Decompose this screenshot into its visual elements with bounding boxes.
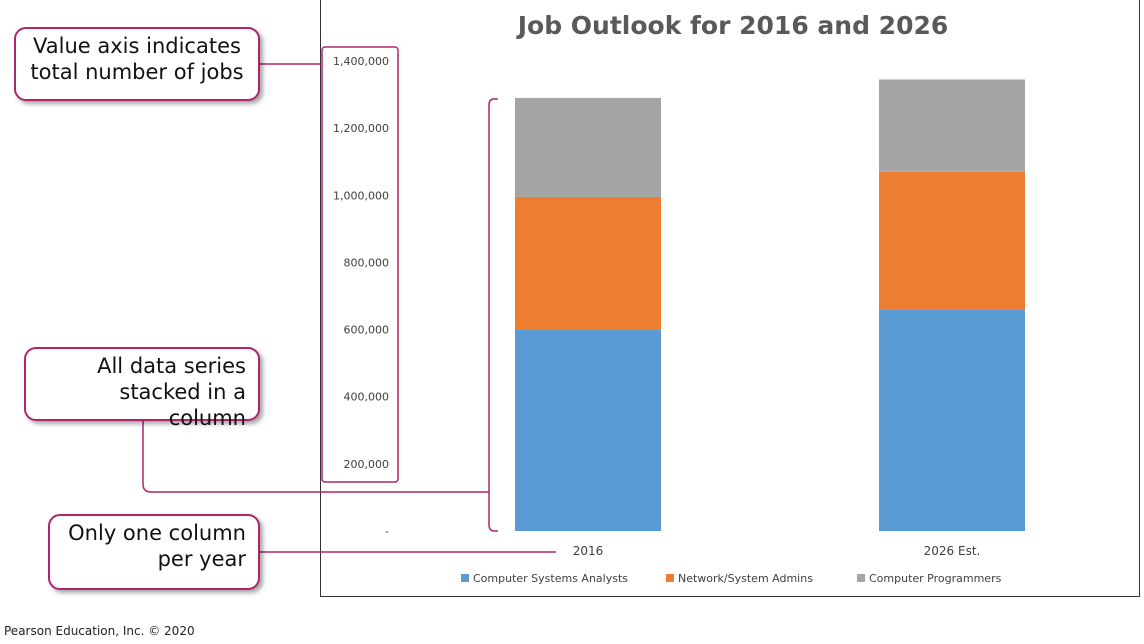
y-tick-label: 1,400,000 — [333, 55, 389, 68]
x-tick-label: 2016 — [573, 544, 604, 558]
chart-frame: Job Outlook for 2016 and 2026 - 200,000 40… — [320, 0, 1140, 597]
legend-label: Computer Programmers — [869, 572, 1002, 585]
stacked-column-chart: Job Outlook for 2016 and 2026 - 200,000 40… — [333, 11, 1025, 585]
bar-segment-network-system-admins — [515, 196, 661, 330]
bar-segment-computer-programmers — [515, 97, 661, 197]
chart-title: Job Outlook for 2016 and 2026 — [516, 11, 949, 40]
y-tick-label: - — [385, 525, 389, 538]
legend-item: Computer Systems Analysts — [461, 572, 628, 585]
legend-label: Computer Systems Analysts — [473, 572, 628, 585]
callout-one-column: Only one column per year — [48, 514, 260, 590]
callout-value-axis: Value axis indicates total number of job… — [14, 27, 260, 101]
y-tick-label: 400,000 — [344, 391, 390, 404]
legend-item: Network/System Admins — [666, 572, 813, 585]
y-tick-label: 800,000 — [344, 256, 390, 269]
bar-segment-computer-programmers — [879, 79, 1025, 172]
callout-one-column-text: Only one column per year — [68, 521, 246, 571]
legend-swatch — [461, 574, 469, 582]
legend-swatch — [857, 574, 865, 582]
bar-segment-network-system-admins — [879, 171, 1025, 310]
callout-stacked-series: All data series stacked in a column — [24, 347, 260, 430]
callout-stacked-series-text: All data series stacked in a column — [97, 354, 246, 430]
callout-value-axis-text: Value axis indicates total number of job… — [30, 34, 244, 84]
y-tick-label: 1,200,000 — [333, 122, 389, 135]
copyright-text: Pearson Education, Inc. © 2020 — [4, 624, 195, 638]
bar-segment-computer-systems-analysts — [879, 309, 1025, 531]
legend-item: Computer Programmers — [857, 572, 1002, 585]
y-tick-label: 200,000 — [344, 458, 390, 471]
x-tick-label: 2026 Est. — [924, 544, 981, 558]
y-tick-label: 600,000 — [344, 324, 390, 337]
y-tick-label: 1,000,000 — [333, 189, 389, 202]
legend-swatch — [666, 574, 674, 582]
bar-segment-computer-systems-analysts — [515, 329, 661, 531]
legend-label: Network/System Admins — [678, 572, 813, 585]
